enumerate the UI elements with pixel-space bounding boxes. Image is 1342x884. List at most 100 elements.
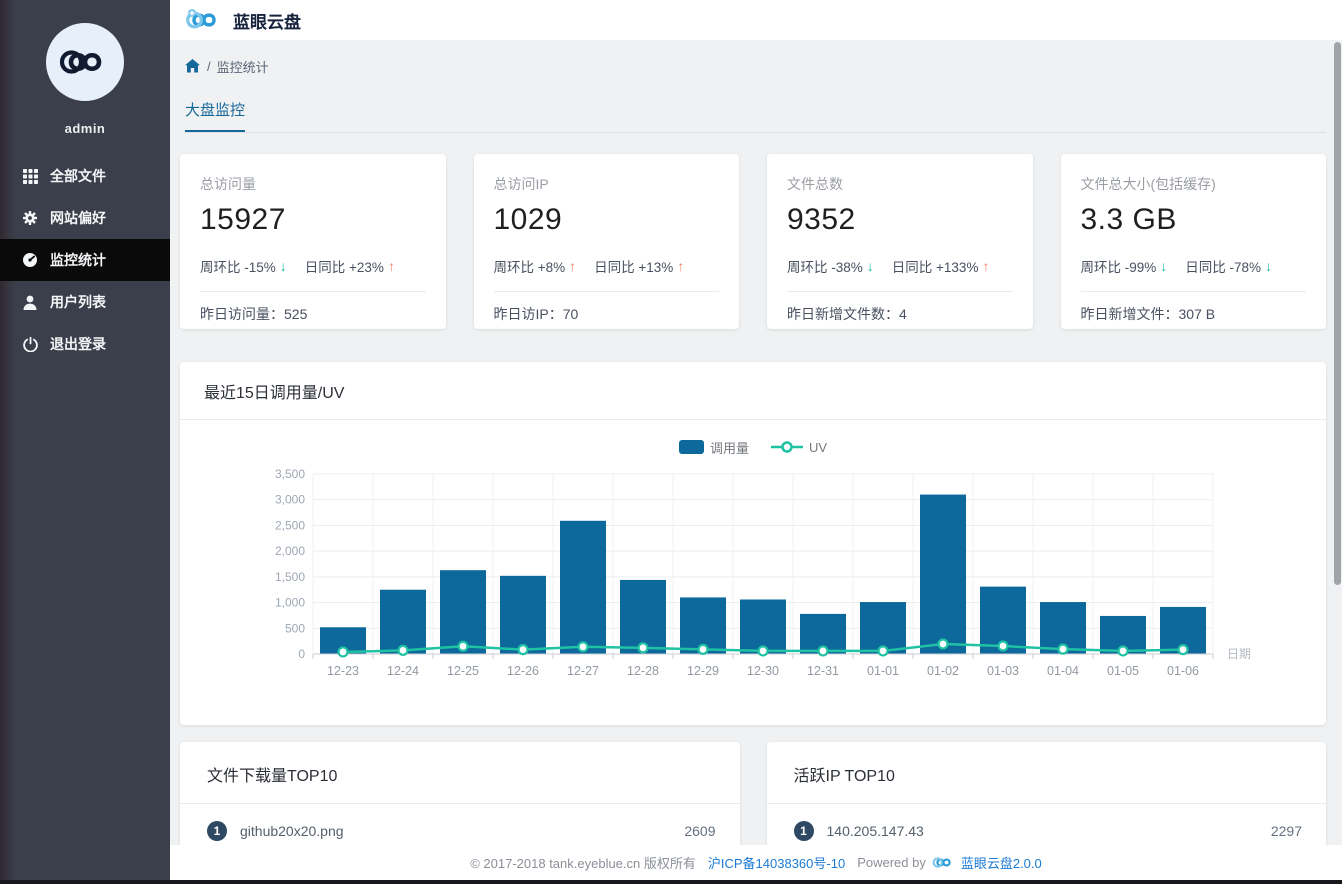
svg-text:2,500: 2,500 [275,518,305,532]
svg-text:01-06: 01-06 [1167,664,1199,678]
svg-text:3,000: 3,000 [275,493,305,507]
svg-text:0: 0 [298,647,305,661]
svg-text:12-28: 12-28 [627,664,659,678]
gear-icon [22,210,38,226]
trend-arrow-icon: ↓ [1265,258,1273,274]
sidebar-item-all-files[interactable]: 全部文件 [0,155,170,197]
legend-item-uv[interactable]: UV [770,440,827,455]
sidebar-item-label: 退出登录 [50,336,106,352]
grid-icon [22,168,38,184]
svg-text:01-03: 01-03 [987,664,1019,678]
download-count: 2609 [684,823,716,839]
infinity-logo-icon [59,50,102,74]
rank-badge: 1 [207,821,227,841]
stat-label: 文件总数 [787,176,843,192]
sidebar-item-label: 用户列表 [50,294,106,310]
svg-text:12-24: 12-24 [387,664,419,678]
sidebar-item-user-list[interactable]: 用户列表 [0,281,170,323]
list-item[interactable]: 1 140.205.147.43 2297 [767,804,1327,841]
week-trend: 周环比 -15% ↓ [200,258,287,275]
powered-by: Powered by 蓝眼云盘2.0.0 [857,855,1042,871]
svg-text:12-25: 12-25 [447,664,479,678]
svg-text:01-02: 01-02 [927,664,959,678]
app-title: 蓝眼云盘 [233,12,301,32]
svg-text:3,500: 3,500 [275,467,305,481]
svg-text:12-29: 12-29 [687,664,719,678]
sidebar-item-label: 网站偏好 [50,210,106,226]
list-title: 活跃IP TOP10 [793,768,895,785]
product-link[interactable]: 蓝眼云盘2.0.0 [960,856,1042,871]
avatar[interactable] [46,23,124,101]
list-item[interactable]: 1 github20x20.png 2609 [180,804,740,841]
dashboard-icon [22,252,38,268]
copyright-text: © 2017-2018 tank.eyeblue.cn 版权所有 [470,856,696,871]
stat-label: 总访问IP [493,176,549,192]
stat-value: 3.3 GB [1080,203,1177,236]
day-trend: 日同比 +23% ↑ [304,258,395,275]
stat-card-total-visits: 总访问量 15927 周环比 -15% ↓ 日同比 +23% ↑ 昨日访问量：5… [180,154,446,329]
footer-logo-icon [932,857,951,868]
trend-arrow-icon: ↓ [1160,258,1168,274]
tab-bar: 大盘监控 [183,99,1326,133]
legend-item-calls[interactable]: 调用量 [678,438,749,457]
tab-dashboard-monitor[interactable]: 大盘监控 [185,99,246,132]
svg-text:2,000: 2,000 [275,544,305,558]
sidebar-menu: 全部文件 网站偏好 [0,155,170,365]
app-logo-icon [186,9,216,29]
vertical-scrollbar-thumb[interactable] [1334,42,1341,585]
trend-arrow-icon: ↑ [569,258,577,274]
sidebar: admin 全部文件 [0,0,170,884]
day-trend: 日同比 -78% ↓ [1185,258,1273,275]
svg-text:12-30: 12-30 [747,664,779,678]
uv-call-bar-chart: 05001,0001,5002,0002,5003,0003,500数量日期12… [275,467,1251,678]
stat-card-total-files: 文件总数 9352 周环比 -38% ↓ 日同比 +133% ↑ 昨日新增文件数… [767,154,1033,329]
breadcrumb-separator: / [207,58,211,74]
stat-label: 总访问量 [200,176,256,192]
svg-text:12-27: 12-27 [567,664,599,678]
sidebar-item-logout[interactable]: 退出登录 [0,323,170,365]
ip-address: 140.205.147.43 [826,823,924,839]
breadcrumb: / 监控统计 [185,55,1342,77]
svg-text:01-05: 01-05 [1107,664,1139,678]
week-trend: 周环比 -99% ↓ [1080,258,1168,275]
svg-text:1,500: 1,500 [275,570,305,584]
stat-footer: 昨日新增文件：307 B [1080,306,1216,322]
svg-text:500: 500 [285,621,305,635]
stat-card-total-size: 文件总大小(包括缓存) 3.3 GB 周环比 -99% ↓ 日同比 -78% ↓… [1060,154,1326,329]
home-icon[interactable] [185,59,200,73]
sidebar-item-site-preferences[interactable]: 网站偏好 [0,197,170,239]
sidebar-item-label: 监控统计 [50,252,106,268]
line-legend-swatch [770,441,803,453]
week-trend: 周环比 +8% ↑ [493,258,577,275]
sidebar-item-label: 全部文件 [50,168,106,184]
icp-link[interactable]: 沪ICP备14038360号-10 [707,856,846,871]
user-icon [22,294,38,310]
trend-arrow-icon: ↑ [982,258,990,274]
trend-arrow-icon: ↓ [866,258,874,274]
svg-text:12-26: 12-26 [507,664,539,678]
chart-title: 最近15日调用量/UV [204,385,345,402]
page-footer: © 2017-2018 tank.eyeblue.cn 版权所有 沪ICP备14… [170,845,1342,880]
stat-value: 15927 [200,203,286,236]
breadcrumb-current: 监控统计 [216,59,269,75]
stat-label: 文件总大小(包括缓存) [1080,176,1216,192]
uv-chart-card: 最近15日调用量/UV 调用量 UV 0 500 1,000 1,500 2,000 2,… [180,362,1326,725]
sidebar-item-monitor-stats[interactable]: 监控统计 [0,239,170,281]
username: admin [64,121,106,136]
stat-footer: 昨日新增文件数：4 [787,306,907,322]
week-trend: 周环比 -38% ↓ [787,258,874,275]
svg-text:日期: 日期 [1227,647,1251,661]
power-icon [22,336,38,352]
app-header: 蓝眼云盘 [170,0,1342,40]
bar-legend-swatch [678,440,704,454]
svg-text:12-31: 12-31 [807,664,839,678]
trend-arrow-icon: ↑ [677,258,685,274]
trend-arrow-icon: ↑ [387,258,395,274]
bottom-edge-strip [0,880,1342,884]
visit-count: 2297 [1270,823,1302,839]
svg-text:1,000: 1,000 [275,596,305,610]
chart-legend: 调用量 UV [180,437,1326,457]
stat-cards-row: 总访问量 15927 周环比 -15% ↓ 日同比 +23% ↑ 昨日访问量：5… [180,154,1326,329]
day-trend: 日同比 +13% ↑ [594,258,685,275]
file-name: github20x20.png [240,823,344,839]
